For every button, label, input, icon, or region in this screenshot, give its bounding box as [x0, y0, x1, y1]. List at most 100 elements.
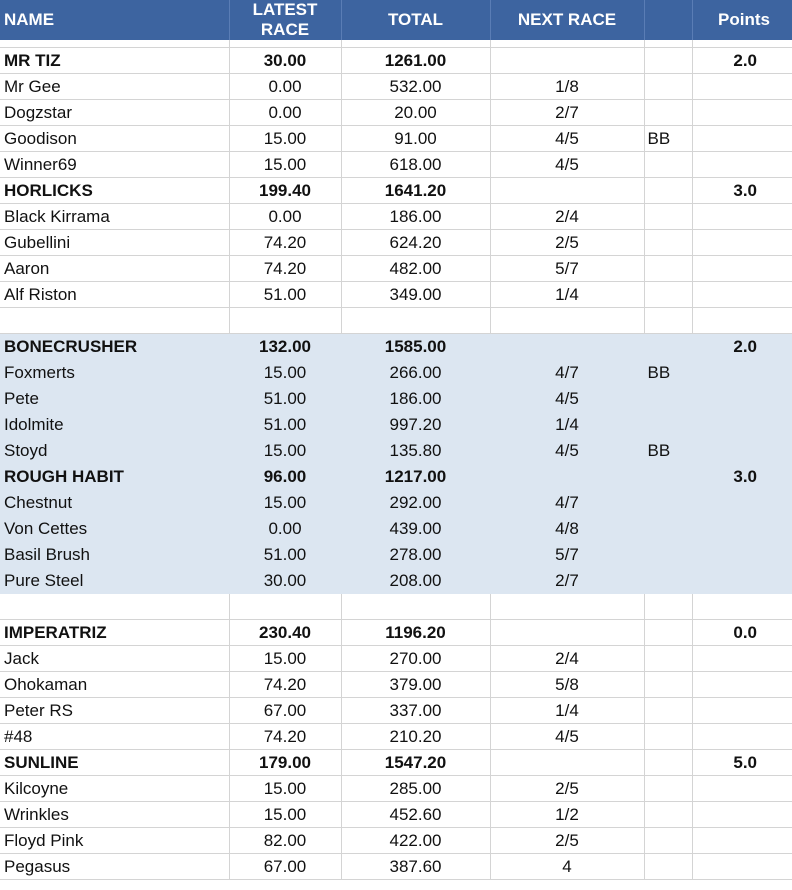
member-latest-race[interactable]: 74.20	[229, 671, 342, 698]
member-total[interactable]: 387.60	[341, 853, 491, 880]
member-next-race[interactable]: 1/2	[490, 801, 645, 828]
member-total[interactable]: 278.00	[341, 541, 491, 568]
member-name[interactable]: Von Cettes	[0, 515, 230, 542]
header-points[interactable]: Points	[692, 0, 792, 40]
member-extra[interactable]	[644, 567, 693, 594]
empty-cell[interactable]	[0, 593, 230, 620]
member-latest-race[interactable]: 0.00	[229, 515, 342, 542]
member-latest-race[interactable]: 15.00	[229, 801, 342, 828]
member-extra[interactable]: BB	[644, 359, 693, 386]
member-latest-race[interactable]: 15.00	[229, 125, 342, 152]
member-total[interactable]: 285.00	[341, 775, 491, 802]
member-extra[interactable]	[644, 541, 693, 568]
member-latest-race[interactable]: 0.00	[229, 203, 342, 230]
empty-cell[interactable]	[341, 307, 491, 334]
member-name[interactable]: Stoyd	[0, 437, 230, 464]
member-name[interactable]: Pete	[0, 385, 230, 412]
member-extra[interactable]	[644, 203, 693, 230]
member-name[interactable]: Pure Steel	[0, 567, 230, 594]
empty-cell[interactable]	[490, 40, 645, 48]
member-latest-race[interactable]: 15.00	[229, 489, 342, 516]
member-latest-race[interactable]: 51.00	[229, 411, 342, 438]
team-total[interactable]: 1261.00	[341, 47, 491, 74]
team-points[interactable]: 5.0	[692, 749, 792, 776]
member-extra[interactable]	[644, 515, 693, 542]
team-extra[interactable]	[644, 749, 693, 776]
member-total[interactable]: 208.00	[341, 567, 491, 594]
member-name[interactable]: Jack	[0, 645, 230, 672]
member-extra[interactable]	[644, 73, 693, 100]
member-latest-race[interactable]: 82.00	[229, 827, 342, 854]
member-name[interactable]: Basil Brush	[0, 541, 230, 568]
member-points[interactable]	[692, 801, 792, 828]
member-total[interactable]: 292.00	[341, 489, 491, 516]
member-name[interactable]: Black Kirrama	[0, 203, 230, 230]
empty-cell[interactable]	[229, 40, 342, 48]
member-points[interactable]	[692, 775, 792, 802]
member-next-race[interactable]: 5/8	[490, 671, 645, 698]
team-name[interactable]: MR TIZ	[0, 47, 230, 74]
member-points[interactable]	[692, 827, 792, 854]
empty-cell[interactable]	[341, 40, 491, 48]
member-latest-race[interactable]: 74.20	[229, 229, 342, 256]
member-total[interactable]: 91.00	[341, 125, 491, 152]
member-next-race[interactable]: 2/7	[490, 99, 645, 126]
member-extra[interactable]	[644, 411, 693, 438]
header-name[interactable]: NAME	[0, 0, 230, 40]
member-name[interactable]: Gubellini	[0, 229, 230, 256]
header-extra[interactable]	[644, 0, 693, 40]
member-latest-race[interactable]: 15.00	[229, 359, 342, 386]
member-total[interactable]: 997.20	[341, 411, 491, 438]
member-next-race[interactable]: 4/5	[490, 385, 645, 412]
member-total[interactable]: 270.00	[341, 645, 491, 672]
member-extra[interactable]	[644, 671, 693, 698]
member-total[interactable]: 452.60	[341, 801, 491, 828]
member-points[interactable]	[692, 567, 792, 594]
team-name[interactable]: HORLICKS	[0, 177, 230, 204]
member-latest-race[interactable]: 51.00	[229, 541, 342, 568]
member-next-race[interactable]: 2/5	[490, 775, 645, 802]
member-latest-race[interactable]: 51.00	[229, 385, 342, 412]
header-latest-race[interactable]: LATEST RACE	[229, 0, 342, 40]
member-latest-race[interactable]: 0.00	[229, 99, 342, 126]
member-latest-race[interactable]: 74.20	[229, 723, 342, 750]
member-points[interactable]	[692, 853, 792, 880]
member-extra[interactable]	[644, 697, 693, 724]
team-points[interactable]: 3.0	[692, 177, 792, 204]
member-points[interactable]	[692, 99, 792, 126]
empty-cell[interactable]	[692, 40, 792, 48]
member-points[interactable]	[692, 411, 792, 438]
empty-cell[interactable]	[490, 307, 645, 334]
member-next-race[interactable]: 4/5	[490, 151, 645, 178]
member-name[interactable]: Ohokaman	[0, 671, 230, 698]
team-total[interactable]: 1547.20	[341, 749, 491, 776]
member-next-race[interactable]: 4/7	[490, 359, 645, 386]
member-next-race[interactable]: 2/7	[490, 567, 645, 594]
team-total[interactable]: 1217.00	[341, 463, 491, 490]
team-extra[interactable]	[644, 463, 693, 490]
member-latest-race[interactable]: 0.00	[229, 73, 342, 100]
header-total[interactable]: TOTAL	[341, 0, 491, 40]
member-total[interactable]: 135.80	[341, 437, 491, 464]
member-next-race[interactable]: 1/4	[490, 697, 645, 724]
member-points[interactable]	[692, 229, 792, 256]
member-name[interactable]: Foxmerts	[0, 359, 230, 386]
member-next-race[interactable]: 4/5	[490, 437, 645, 464]
empty-cell[interactable]	[0, 307, 230, 334]
member-extra[interactable]	[644, 99, 693, 126]
member-latest-race[interactable]: 15.00	[229, 775, 342, 802]
member-extra[interactable]	[644, 645, 693, 672]
team-extra[interactable]	[644, 47, 693, 74]
empty-cell[interactable]	[644, 40, 693, 48]
team-extra[interactable]	[644, 619, 693, 646]
member-points[interactable]	[692, 489, 792, 516]
empty-cell[interactable]	[341, 593, 491, 620]
team-next-race[interactable]	[490, 463, 645, 490]
member-extra[interactable]	[644, 723, 693, 750]
member-name[interactable]: Aaron	[0, 255, 230, 282]
member-latest-race[interactable]: 74.20	[229, 255, 342, 282]
member-total[interactable]: 422.00	[341, 827, 491, 854]
member-total[interactable]: 266.00	[341, 359, 491, 386]
empty-cell[interactable]	[490, 593, 645, 620]
team-extra[interactable]	[644, 177, 693, 204]
